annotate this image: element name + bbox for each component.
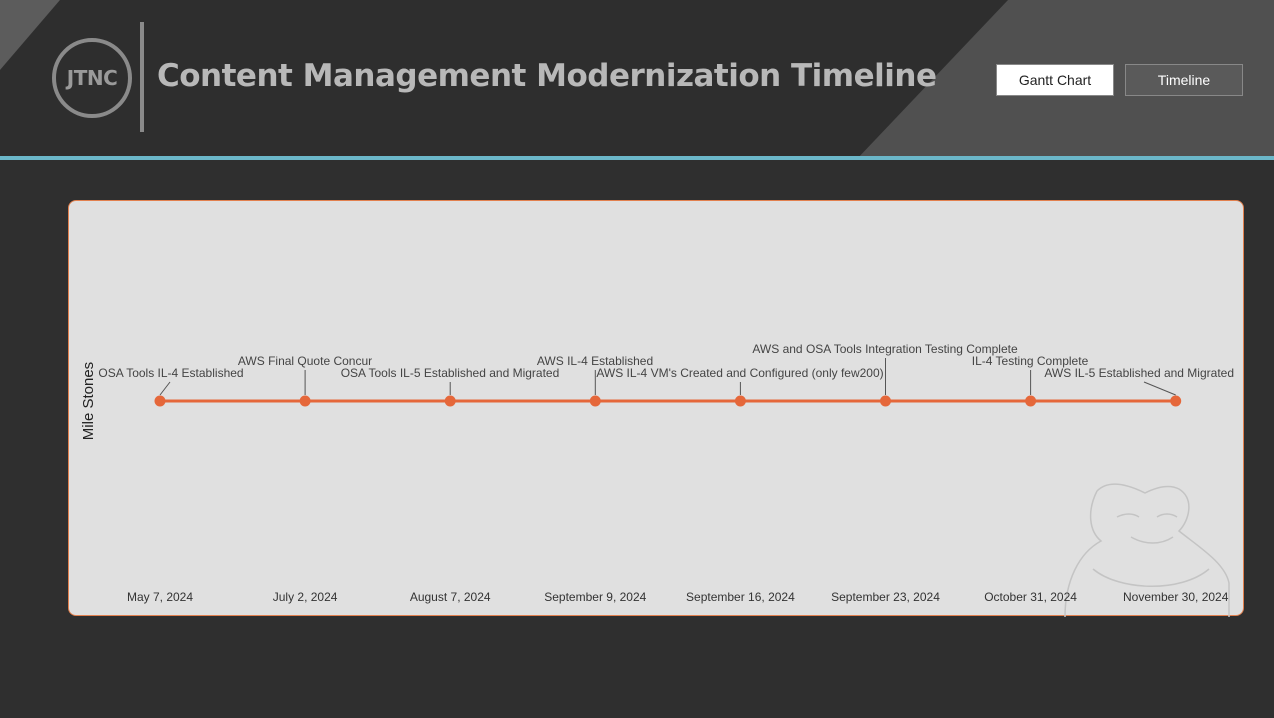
milestone-point[interactable] bbox=[589, 395, 601, 407]
date-tick-label: August 7, 2024 bbox=[410, 590, 491, 604]
milestone-point[interactable] bbox=[880, 395, 891, 407]
date-tick-label: May 7, 2024 bbox=[127, 590, 193, 604]
header-accent-line bbox=[0, 156, 1274, 160]
milestone-label: AWS IL-4 VM's Created and Configured (on… bbox=[596, 366, 883, 380]
jtnc-logo: JTNC bbox=[52, 38, 132, 118]
milestone-label: OSA Tools IL-4 Established bbox=[98, 366, 243, 380]
header-divider bbox=[140, 22, 144, 132]
page-title: Content Management Modernization Timelin… bbox=[157, 58, 937, 94]
milestone-point[interactable] bbox=[154, 395, 166, 407]
mascot-watermark bbox=[1064, 483, 1230, 617]
date-tick-label: October 31, 2024 bbox=[984, 590, 1077, 604]
milestone-label: IL-4 Testing Complete bbox=[972, 354, 1089, 368]
timeline-chart: Mile Stones OSA Tools IL-4 EstablishedAW… bbox=[80, 342, 1234, 617]
gantt-chart-button[interactable]: Gantt Chart bbox=[996, 64, 1114, 96]
date-tick-label: November 30, 2024 bbox=[1123, 590, 1229, 604]
milestone-point[interactable] bbox=[1170, 395, 1182, 407]
date-tick-label: September 23, 2024 bbox=[831, 590, 940, 604]
timeline-button[interactable]: Timeline bbox=[1125, 64, 1243, 96]
milestone-leader-line bbox=[1143, 381, 1176, 396]
milestone-point[interactable] bbox=[444, 395, 456, 407]
milestone-leader-line bbox=[159, 381, 171, 396]
milestone-point[interactable] bbox=[299, 395, 311, 407]
y-axis-label: Mile Stones bbox=[80, 362, 97, 440]
milestone-point[interactable] bbox=[734, 395, 746, 407]
date-tick-label: September 9, 2024 bbox=[544, 590, 646, 604]
milestone-label: AWS Final Quote Concur bbox=[238, 354, 372, 368]
date-tick-label: July 2, 2024 bbox=[273, 590, 338, 604]
milestone-label: OSA Tools IL-5 Established and Migrated bbox=[341, 366, 560, 380]
milestone-label: AWS IL-4 Established bbox=[537, 354, 653, 368]
milestone-label: AWS IL-5 Established and Migrated bbox=[1044, 366, 1234, 380]
milestone-label: AWS and OSA Tools Integration Testing Co… bbox=[752, 342, 1018, 356]
timeline-panel: Mile Stones OSA Tools IL-4 Established AW… bbox=[68, 200, 1244, 617]
date-tick-label: September 16, 2024 bbox=[686, 590, 795, 604]
milestone-point[interactable] bbox=[1025, 395, 1037, 407]
